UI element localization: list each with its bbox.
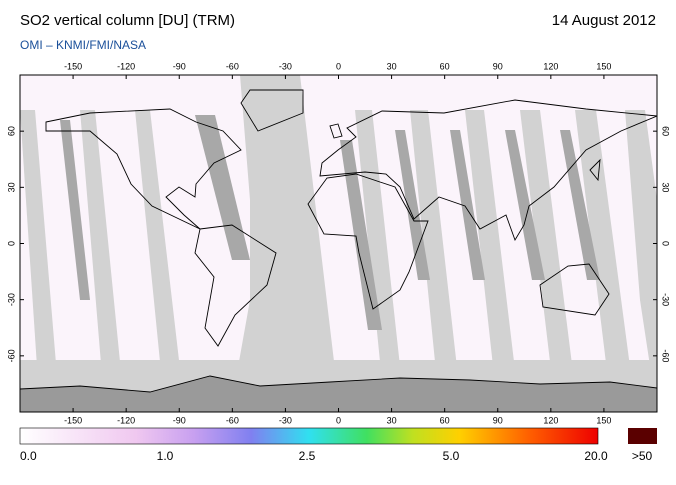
lat-tick-label: -60	[6, 349, 16, 362]
lon-tick-label: -30	[279, 415, 292, 425]
coastlines	[45, 89, 657, 347]
lon-tick-label: 120	[543, 61, 558, 71]
lat-tick-label: -30	[6, 293, 16, 306]
lon-tick-label: 60	[440, 61, 450, 71]
lat-tick-label: 30	[661, 182, 671, 192]
lat-tick-label: 60	[661, 126, 671, 136]
lon-tick-label: 120	[543, 415, 558, 425]
colorbar-label: 5.0	[443, 449, 460, 463]
lat-tick-label: 60	[6, 126, 16, 136]
lat-tick-label: -30	[661, 293, 671, 306]
colorbar	[19, 427, 599, 445]
colorbar-label: 1.0	[157, 449, 174, 463]
antarctica	[20, 375, 657, 412]
lon-tick-label: -90	[173, 61, 186, 71]
lat-tick-label: 0	[661, 241, 671, 246]
lon-tick-label: 30	[387, 61, 397, 71]
lat-tick-label: 30	[6, 182, 16, 192]
lon-tick-label: -120	[117, 415, 135, 425]
lon-tick-label: 30	[387, 415, 397, 425]
date: 14 August 2012	[552, 12, 656, 29]
colorbar-label: 20.0	[584, 449, 608, 463]
lon-tick-label: -150	[64, 61, 82, 71]
lon-tick-label: 90	[493, 61, 503, 71]
lon-tick-label: 0	[336, 61, 341, 71]
lon-tick-label: -60	[226, 415, 239, 425]
lat-tick-label: 0	[6, 241, 16, 246]
lon-tick-label: 0	[336, 415, 341, 425]
map	[20, 75, 657, 412]
lon-tick-label: -30	[279, 61, 292, 71]
colorbar-label: 0.0	[20, 449, 37, 463]
lon-tick-label: -60	[226, 61, 239, 71]
colorbar-label: >50	[632, 449, 653, 463]
lon-tick-label: 150	[596, 415, 611, 425]
title: SO2 vertical column [DU] (TRM)	[20, 12, 235, 29]
lon-tick-label: 90	[493, 415, 503, 425]
lat-tick-label: -60	[661, 349, 671, 362]
lon-tick-label: -120	[117, 61, 135, 71]
lon-tick-label: -150	[64, 415, 82, 425]
colorbar-overflow	[628, 428, 657, 444]
lon-tick-label: 60	[440, 415, 450, 425]
swath-overlaps	[60, 115, 600, 330]
lon-tick-label: 150	[596, 61, 611, 71]
subtitle: OMI – KNMI/FMI/NASA	[20, 38, 146, 52]
lon-tick-label: -90	[173, 415, 186, 425]
colorbar-label: 2.5	[299, 449, 316, 463]
